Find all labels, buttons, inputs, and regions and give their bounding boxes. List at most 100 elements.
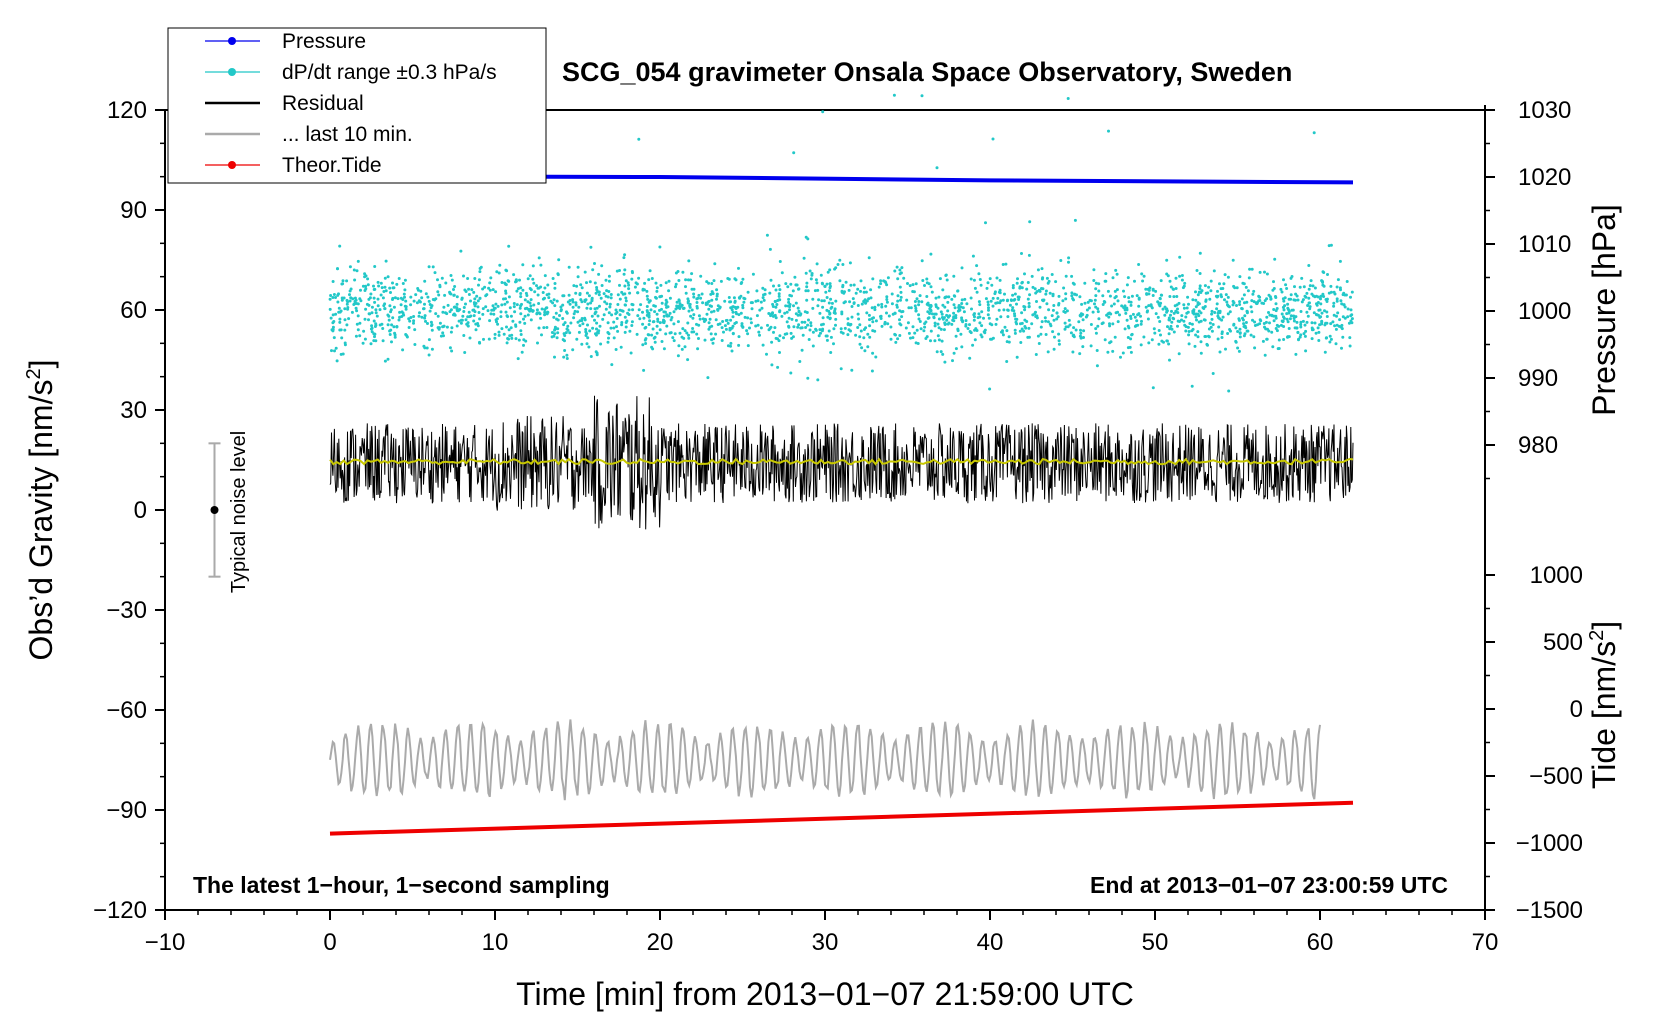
dpdt-point: [379, 293, 383, 297]
dpdt-point: [529, 304, 533, 308]
dpdt-point: [692, 292, 696, 296]
dpdt-point: [1315, 303, 1319, 307]
dpdt-point: [1052, 318, 1056, 322]
dpdt-point: [334, 346, 338, 350]
dpdt-point: [707, 321, 711, 325]
dpdt-point: [362, 329, 366, 333]
dpdt-point: [737, 335, 741, 339]
dpdt-point: [504, 291, 508, 295]
dpdt-point: [404, 307, 408, 311]
dpdt-point: [578, 293, 582, 297]
dpdt-point: [478, 340, 481, 344]
dpdt-point: [1338, 259, 1342, 263]
dpdt-point: [455, 295, 459, 299]
dpdt-point: [676, 270, 680, 273]
dpdt-point: [417, 314, 421, 318]
dpdt-point: [1045, 302, 1049, 306]
dpdt-point: [1180, 318, 1183, 322]
dpdt-point: [918, 294, 922, 298]
dpdt-point: [422, 307, 426, 311]
dpdt-point: [430, 323, 434, 327]
legend-swatch-dot: [228, 68, 236, 76]
dpdt-point: [746, 344, 750, 348]
dpdt-point: [825, 338, 829, 342]
dpdt-point: [804, 235, 808, 239]
dpdt-point: [523, 321, 527, 325]
dpdt-point: [1123, 295, 1127, 299]
dpdt-point: [899, 290, 903, 294]
dpdt-point: [593, 312, 597, 316]
dpdt-point: [450, 326, 454, 330]
dpdt-point: [391, 296, 395, 300]
dpdt-point: [1285, 317, 1289, 321]
dpdt-point: [662, 321, 666, 325]
dpdt-point: [572, 316, 576, 320]
dpdt-point: [986, 300, 990, 304]
dpdt-point: [561, 303, 565, 307]
dpdt-point: [686, 278, 690, 282]
dpdt-point: [943, 360, 947, 364]
dpdt-point: [832, 342, 835, 346]
dpdt-point: [662, 314, 666, 318]
dpdt-point: [876, 303, 880, 307]
dpdt-point: [913, 304, 917, 308]
dpdt-point: [1291, 308, 1295, 312]
dpdt-point: [797, 287, 800, 291]
dpdt-point: [404, 333, 408, 336]
dpdt-point: [524, 291, 528, 295]
dpdt-point: [1265, 337, 1269, 341]
dpdt-point: [407, 326, 411, 329]
dpdt-point: [1175, 295, 1179, 298]
dpdt-point: [696, 347, 700, 351]
dpdt-point: [1140, 319, 1143, 323]
dpdt-point: [1349, 314, 1353, 318]
dpdt-point: [444, 281, 448, 285]
dpdt-point: [777, 294, 781, 298]
dpdt-point: [445, 312, 449, 316]
dpdt-point: [934, 312, 938, 316]
dpdt-point: [709, 332, 713, 336]
dpdt-point: [1317, 330, 1321, 334]
dpdt-point: [520, 350, 524, 354]
dpdt-point: [962, 310, 966, 314]
dpdt-point: [868, 324, 872, 328]
dpdt-point: [328, 297, 332, 301]
dpdt-point: [1124, 311, 1128, 315]
dpdt-point: [1002, 308, 1006, 312]
dpdt-point: [647, 311, 651, 315]
dpdt-point: [780, 314, 784, 318]
dpdt-point: [1182, 284, 1186, 288]
dpdt-point: [331, 296, 335, 299]
dpdt-point: [989, 299, 993, 303]
dpdt-point: [655, 312, 659, 316]
dpdt-point: [378, 308, 382, 312]
dpdt-point: [956, 289, 960, 293]
dpdt-point: [677, 299, 681, 303]
dpdt-point: [802, 256, 806, 260]
dpdt-point: [589, 245, 593, 249]
dpdt-point: [590, 298, 594, 301]
dpdt-point: [646, 297, 650, 301]
dpdt-point: [512, 305, 516, 309]
dpdt-point: [561, 338, 565, 342]
dpdt-point: [879, 282, 883, 286]
dpdt-point: [911, 325, 915, 329]
dpdt-point: [630, 324, 634, 327]
dpdt-point: [339, 328, 343, 332]
dpdt-point: [1020, 252, 1023, 255]
dpdt-point: [1092, 279, 1096, 282]
dpdt-point: [1343, 305, 1347, 309]
dpdt-point: [1037, 342, 1041, 345]
dpdt-point: [823, 285, 827, 288]
dpdt-point: [801, 333, 805, 337]
dpdt-point: [576, 310, 580, 314]
dpdt-point: [1175, 303, 1179, 307]
dpdt-point: [978, 278, 982, 281]
dpdt-point: [623, 315, 627, 319]
dpdt-point: [894, 333, 897, 337]
dpdt-point: [751, 272, 755, 276]
dpdt-point: [539, 316, 543, 320]
dpdt-point: [345, 302, 349, 306]
dpdt-point: [627, 287, 631, 291]
dpdt-point: [911, 283, 915, 287]
